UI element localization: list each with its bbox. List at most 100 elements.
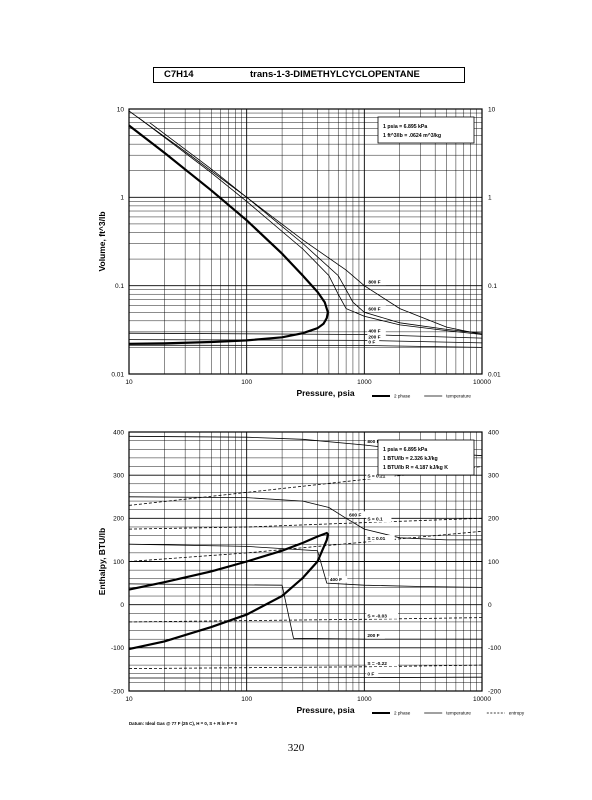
chart1-y-tick-label-right: 0.1 bbox=[488, 283, 497, 290]
chart2-series-label: 400 F bbox=[330, 577, 342, 583]
chart1-series-label: 0 F bbox=[368, 340, 375, 346]
chart2-y-tick-label-right: 200 bbox=[488, 516, 499, 523]
chart1-y-axis-label: Volume, ft^3/lb bbox=[97, 211, 107, 271]
chart2-y-tick-label-right: 100 bbox=[488, 559, 499, 566]
chart2-y-tick-label: 100 bbox=[113, 559, 124, 566]
chart1-y-tick-label: 0.1 bbox=[115, 283, 124, 290]
chart1-series-line bbox=[149, 122, 483, 334]
chart1-series-line bbox=[128, 332, 483, 339]
compound-name: trans-1-3-DIMETHYLCYCLOPENTANE bbox=[250, 69, 420, 80]
chart2-series-label-bg bbox=[366, 632, 385, 639]
compound-formula: C7H14 bbox=[164, 69, 194, 80]
chart2-series-line bbox=[128, 496, 482, 541]
chart1-x-tick-label: 10 bbox=[125, 379, 133, 386]
chart1-x-tick-label: 100 bbox=[241, 379, 252, 386]
chart2-series-label-bg bbox=[366, 659, 399, 667]
chart1-frame bbox=[128, 108, 483, 375]
chart2-series-line bbox=[128, 530, 483, 562]
chart2-info-box-line: 1 BTU/lb R = 4.187 kJ/kg K bbox=[383, 465, 448, 471]
chart2-series-label: 0 F bbox=[367, 672, 374, 678]
chart1-legend-label: 2 phase bbox=[394, 394, 411, 399]
chart2-series-label-bg bbox=[348, 511, 367, 518]
chart1-series-line bbox=[128, 344, 483, 348]
chart2-series-line bbox=[128, 617, 483, 623]
chart2-series-line bbox=[129, 676, 483, 679]
chart1-legend-label: temperature bbox=[446, 394, 471, 399]
chart2-x-tick-label: 10 bbox=[125, 696, 133, 703]
chart2-series-line bbox=[128, 664, 483, 669]
chart1-series-line bbox=[138, 117, 483, 335]
chart1-series-label: 800 F bbox=[368, 280, 380, 286]
chart1-y-tick-label: 10 bbox=[117, 106, 125, 113]
chart1-y-tick-label: 1 bbox=[120, 195, 124, 202]
chart2-series-label: 800 F bbox=[367, 439, 379, 445]
chart1-series-line bbox=[128, 110, 483, 335]
chart2-y-tick-label: 400 bbox=[113, 429, 124, 436]
chart2-y-tick-label-right: -100 bbox=[488, 645, 501, 652]
chart2-info-box-line: 1 BTU/lb = 2.326 kJ/kg bbox=[383, 456, 438, 462]
chart1-series-label-bg bbox=[367, 333, 386, 340]
chart2-info-box-line: 1 psia = 6.895 kPa bbox=[383, 447, 427, 453]
chart1-series-label-bg bbox=[367, 338, 380, 346]
chart1-grid bbox=[128, 109, 482, 375]
chart2-y-tick-label: 0 bbox=[120, 602, 124, 609]
chart2-series-label: S = 0.21 bbox=[367, 473, 385, 479]
chart2-y-tick-label-right: 300 bbox=[488, 472, 499, 479]
chart2-x-tick-label: 1000 bbox=[357, 696, 372, 703]
chart2-y-tick-label: -100 bbox=[111, 645, 124, 652]
chart2-series-label: S = -0.22 bbox=[367, 661, 387, 667]
chart2-series-label-bg bbox=[366, 472, 395, 479]
chart1-y-tick-label: 0.01 bbox=[111, 371, 124, 378]
page-number: 320 bbox=[287, 742, 305, 754]
chart1-info-box-line: 1 psia = 6.895 kPa bbox=[383, 124, 427, 130]
chart2-series-label-bg bbox=[366, 670, 379, 678]
chart2-series-line bbox=[128, 583, 482, 640]
chart2-series-label: 600 F bbox=[349, 512, 361, 518]
chart1-x-tick-label: 10000 bbox=[473, 379, 491, 386]
chart2-info-box bbox=[377, 439, 475, 476]
chart2-legend-label: temperature bbox=[446, 711, 471, 716]
chart2-y-tick-label: 200 bbox=[113, 516, 124, 523]
chart2-series-label: S = 0.01 bbox=[367, 536, 385, 542]
chart1-info-box bbox=[377, 116, 475, 144]
chart2-series-label: S = 0.1 bbox=[367, 517, 383, 523]
chart2-series-line bbox=[128, 517, 483, 530]
chart1-series-line bbox=[128, 124, 330, 345]
chart1-y-tick-label-right: 10 bbox=[488, 106, 496, 113]
chart1-series-label: 400 F bbox=[368, 329, 380, 335]
chart2-series-label-bg bbox=[366, 612, 399, 619]
chart2-y-tick-label-right: 0 bbox=[488, 602, 492, 609]
chart2-y-axis-label: Enthalpy, BTU/lb bbox=[97, 528, 107, 595]
chart2-legend-label: entropy bbox=[509, 711, 525, 716]
chart1-series-label-bg bbox=[367, 278, 386, 286]
chart1-x-tick-label: 1000 bbox=[357, 379, 372, 386]
chart1-y-tick-label-right: 0.01 bbox=[488, 371, 501, 378]
chart2-y-tick-label: 300 bbox=[113, 472, 124, 479]
chart2-x-axis-label: Pressure, psia bbox=[296, 705, 354, 715]
chart1-series-label-bg bbox=[367, 305, 386, 312]
chart2-series-line bbox=[128, 531, 330, 651]
chart2-series-line bbox=[128, 543, 483, 588]
chart2-x-tick-label: 100 bbox=[241, 696, 252, 703]
chart1-series-label: 600 F bbox=[368, 306, 380, 312]
chart2-x-tick-label: 10000 bbox=[473, 696, 491, 703]
chart2-series-label: S = -0.03 bbox=[367, 613, 387, 619]
chart1-series-label-bg bbox=[367, 327, 386, 335]
chart1-series-line bbox=[128, 339, 483, 344]
chart2-series-label-bg bbox=[366, 437, 385, 445]
chart2-series-label: 200 F bbox=[367, 633, 379, 639]
compound-title-box: C7H14 trans-1-3-DIMETHYLCYCLOPENTANE bbox=[153, 67, 465, 83]
chart2-y-tick-label-right: 400 bbox=[488, 429, 499, 436]
chart2-footnote: Datum: Ideal Gas @ 77 F (25 C), H = 0, S… bbox=[129, 721, 238, 726]
chart2-series-label-bg bbox=[328, 576, 348, 583]
chart2-series-label-bg bbox=[366, 515, 392, 523]
chart2-legend-label: 2 phase bbox=[394, 711, 411, 716]
chart1-series-label: 200 F bbox=[368, 334, 380, 340]
chart2-y-tick-label-right: -200 bbox=[488, 688, 501, 695]
chart1-y-tick-label-right: 1 bbox=[488, 195, 492, 202]
chart1-info-box-line: 1 ft^3/lb = .0624 m^3/kg bbox=[383, 133, 441, 139]
chart2-y-tick-label: -200 bbox=[111, 688, 124, 695]
chart2-series-label-bg bbox=[366, 535, 395, 542]
chart1-x-axis-label: Pressure, psia bbox=[296, 388, 354, 398]
